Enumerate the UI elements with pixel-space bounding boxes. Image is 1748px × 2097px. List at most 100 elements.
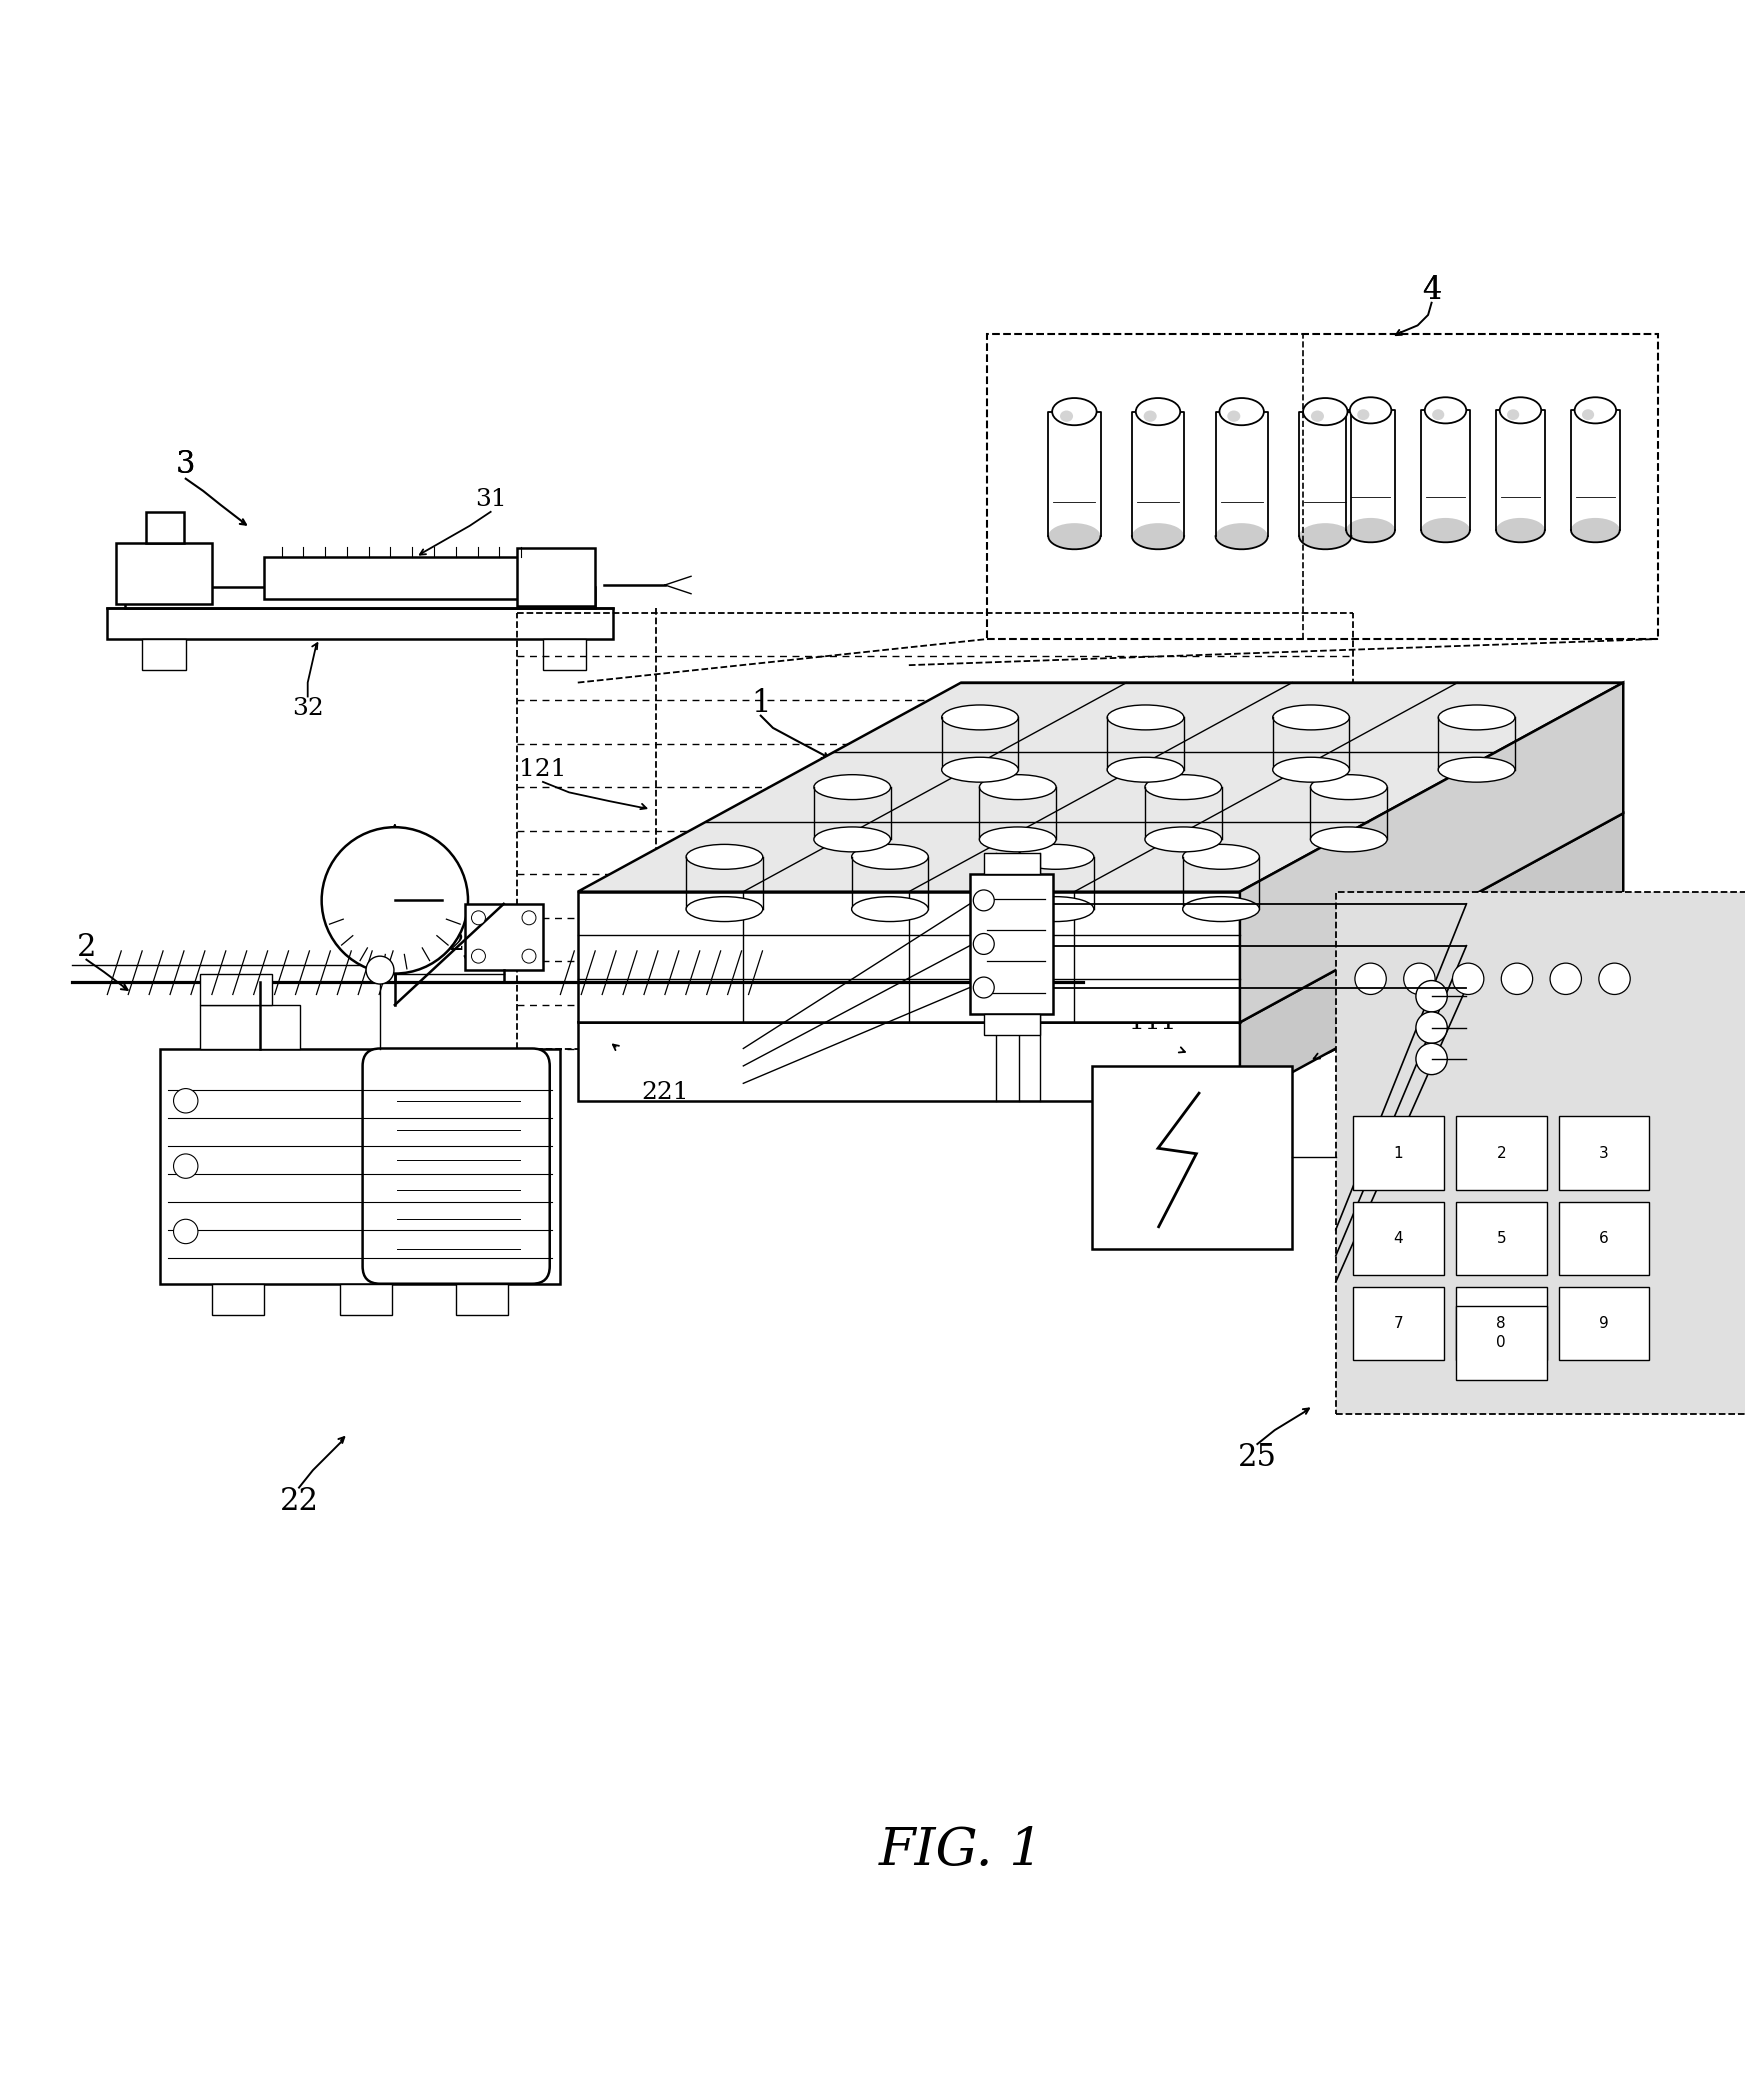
Bar [984, 853, 1040, 874]
Circle shape [974, 977, 995, 998]
Bar [1559, 1288, 1650, 1361]
Ellipse shape [1106, 757, 1183, 782]
Text: 23: 23 [449, 933, 481, 956]
Bar [1456, 1202, 1547, 1275]
Text: 221: 221 [642, 1080, 689, 1103]
Ellipse shape [1136, 398, 1180, 426]
Circle shape [1550, 963, 1582, 994]
Ellipse shape [1143, 411, 1157, 421]
Bar [264, 558, 561, 600]
Ellipse shape [1575, 396, 1617, 424]
Ellipse shape [1273, 705, 1349, 730]
Ellipse shape [1311, 826, 1388, 851]
Ellipse shape [1507, 409, 1519, 419]
Ellipse shape [979, 774, 1056, 799]
Text: 25: 25 [1238, 1443, 1276, 1474]
Text: 11: 11 [1334, 1019, 1365, 1042]
Text: 111: 111 [1129, 1011, 1176, 1034]
Ellipse shape [942, 757, 1019, 782]
Ellipse shape [1227, 411, 1241, 421]
Text: 4: 4 [1421, 275, 1440, 306]
Ellipse shape [1311, 411, 1323, 421]
Ellipse shape [1215, 522, 1267, 549]
Text: 9: 9 [1599, 1317, 1608, 1332]
Circle shape [173, 1153, 198, 1179]
Text: 32: 32 [292, 696, 323, 719]
Polygon shape [579, 814, 1624, 1023]
Circle shape [523, 950, 537, 963]
Ellipse shape [815, 774, 890, 799]
Ellipse shape [979, 826, 1056, 851]
Polygon shape [579, 684, 1624, 891]
Text: 3: 3 [177, 449, 196, 480]
Bar [1559, 1116, 1650, 1189]
Ellipse shape [1052, 398, 1096, 426]
Ellipse shape [1496, 518, 1545, 543]
Ellipse shape [1183, 898, 1259, 921]
Circle shape [472, 950, 486, 963]
Ellipse shape [1145, 774, 1222, 799]
Ellipse shape [1133, 522, 1183, 549]
Polygon shape [579, 891, 1239, 1023]
Circle shape [1599, 963, 1631, 994]
Bar [1353, 1116, 1444, 1189]
Bar [199, 973, 271, 1004]
Circle shape [1355, 963, 1386, 994]
Ellipse shape [1349, 396, 1391, 424]
Text: 6: 6 [1599, 1231, 1608, 1246]
Ellipse shape [1311, 774, 1388, 799]
Bar [984, 1013, 1040, 1034]
Text: 21: 21 [371, 849, 402, 872]
Text: 13: 13 [1407, 990, 1439, 1013]
Ellipse shape [1571, 518, 1620, 543]
Bar [1456, 1116, 1547, 1189]
Ellipse shape [1059, 411, 1073, 421]
Ellipse shape [815, 826, 890, 851]
Text: 1: 1 [1393, 1145, 1404, 1160]
Bar [1353, 1288, 1444, 1361]
Circle shape [322, 826, 468, 973]
FancyBboxPatch shape [362, 1048, 549, 1283]
Bar [339, 1283, 392, 1315]
Ellipse shape [1439, 757, 1516, 782]
Ellipse shape [1582, 409, 1594, 419]
Polygon shape [1239, 814, 1624, 1101]
Ellipse shape [1017, 898, 1094, 921]
Circle shape [472, 910, 486, 925]
Bar [517, 549, 596, 606]
Bar [1092, 1065, 1292, 1250]
Ellipse shape [1145, 826, 1222, 851]
Text: 2: 2 [1496, 1145, 1507, 1160]
Ellipse shape [687, 898, 762, 921]
Text: 0: 0 [1496, 1336, 1507, 1350]
Text: 1: 1 [752, 688, 771, 719]
Bar [1559, 1202, 1650, 1275]
Bar [145, 512, 184, 543]
Bar [115, 543, 212, 604]
Circle shape [1502, 963, 1533, 994]
Bar [159, 1048, 561, 1283]
Bar [142, 640, 185, 671]
Ellipse shape [1299, 522, 1351, 549]
Circle shape [173, 1088, 198, 1114]
Circle shape [1404, 963, 1435, 994]
Text: 121: 121 [519, 759, 566, 782]
Text: 3: 3 [1599, 1145, 1608, 1160]
Ellipse shape [1220, 398, 1264, 426]
Ellipse shape [1302, 398, 1348, 426]
Polygon shape [1239, 684, 1624, 1023]
Bar [1456, 1288, 1547, 1361]
Polygon shape [579, 1023, 1239, 1101]
Bar [465, 904, 544, 971]
Ellipse shape [1425, 396, 1467, 424]
Text: 12: 12 [1395, 963, 1426, 986]
Text: 31: 31 [475, 489, 507, 512]
Ellipse shape [1356, 409, 1369, 419]
Ellipse shape [1106, 705, 1183, 730]
Ellipse shape [1273, 757, 1349, 782]
Ellipse shape [1421, 518, 1470, 543]
Ellipse shape [851, 845, 928, 870]
Text: 5: 5 [1496, 1231, 1507, 1246]
Bar [544, 640, 587, 671]
Ellipse shape [1017, 845, 1094, 870]
